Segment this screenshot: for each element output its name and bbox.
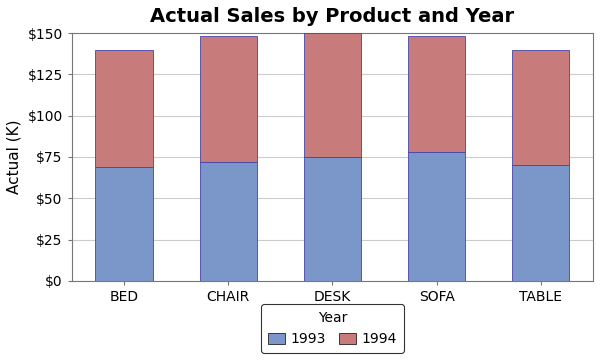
Bar xyxy=(95,167,153,281)
Title: Actual Sales by Product and Year: Actual Sales by Product and Year xyxy=(151,7,514,26)
Bar xyxy=(200,36,257,162)
Bar xyxy=(304,157,361,281)
Bar xyxy=(408,36,465,152)
Bar xyxy=(512,165,569,281)
Bar xyxy=(304,33,361,157)
Y-axis label: Actual (K): Actual (K) xyxy=(7,120,22,194)
Bar xyxy=(408,152,465,281)
Bar xyxy=(95,50,153,167)
Bar xyxy=(200,162,257,281)
Legend: 1993, 1994: 1993, 1994 xyxy=(261,304,404,353)
Bar xyxy=(512,50,569,165)
